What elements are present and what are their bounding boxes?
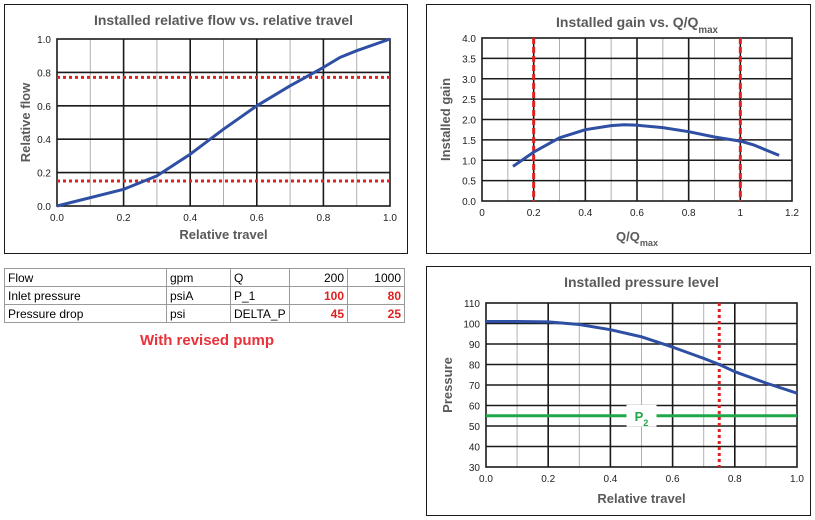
y-axis-label: Installed gain (438, 78, 453, 161)
y-tick-label: 2.5 (462, 95, 476, 106)
y-tick-label: 2.0 (462, 116, 476, 127)
table-row: Pressure drop psi DELTA_P 45 25 (4, 304, 405, 323)
x-tick-label: 0.2 (527, 208, 541, 219)
x-axis-label: Q/Qmax (616, 229, 658, 248)
y-axis-label: Relative flow (18, 82, 33, 162)
table-cell: P_1 (230, 286, 290, 305)
x-tick-label: 1.0 (790, 474, 804, 485)
y-tick-label: 50 (469, 422, 481, 433)
valve-data-table: Flow gpm Q 200 1000 Inlet pressure psiA … (4, 268, 405, 323)
table-cell: Inlet pressure (4, 286, 167, 305)
x-tick-label: 1.0 (383, 213, 397, 224)
x-tick-label: 0.0 (50, 213, 64, 224)
y-tick-label: 0.2 (37, 169, 51, 180)
x-tick-label: 0 (479, 208, 485, 219)
x-tick-label: 0.4 (578, 208, 592, 219)
table-cell: gpm (166, 268, 231, 287)
y-tick-label: 0.4 (37, 135, 51, 146)
y-tick-label: 3.0 (462, 75, 476, 86)
plot-area-frame (485, 302, 798, 468)
chart-title: Installed pressure level (564, 274, 719, 290)
y-tick-label: 0.8 (37, 68, 51, 79)
table-row: Flow gpm Q 200 1000 (4, 268, 405, 287)
x-tick-label: 1 (738, 208, 744, 219)
x-tick-label: 0.6 (666, 474, 680, 485)
x-tick-label: 0.2 (541, 474, 555, 485)
table-cell: 100 (289, 286, 348, 305)
y-tick-label: 30 (469, 463, 481, 474)
table-cell: DELTA_P (230, 304, 290, 323)
series-line (486, 320, 798, 395)
y-tick-label: 0.6 (37, 102, 51, 113)
table-row: Inlet pressure psiA P_1 100 80 (4, 286, 405, 305)
series-line (512, 123, 780, 168)
table-cell: 25 (347, 304, 405, 323)
x-tick-label: 0.4 (603, 474, 617, 485)
y-tick-label: 3.5 (462, 54, 476, 65)
relative-flow-chart: Installed relative flow vs. relative tra… (18, 12, 397, 242)
table-cell: psi (166, 304, 231, 323)
x-tick-label: 1.2 (785, 208, 799, 219)
relative-flow-chart-panel: Installed relative flow vs. relative tra… (4, 4, 408, 254)
y-tick-label: 80 (469, 361, 481, 372)
y-tick-label: 1.5 (462, 136, 476, 147)
x-tick-label: 0.8 (728, 474, 742, 485)
y-tick-label: 0.5 (462, 177, 476, 188)
y-tick-label: 100 (463, 320, 480, 331)
x-axis-label: Relative travel (179, 227, 267, 242)
x-tick-label: 0.8 (682, 208, 696, 219)
table-cell: Pressure drop (4, 304, 167, 323)
pressure-level-chart-panel: Installed pressure level 0.0 0.2 0.4 0.6 0.8 1… (426, 266, 811, 516)
x-tick-label: 0.6 (250, 213, 264, 224)
chart-title: Installed gain vs. Q/Qmax (556, 14, 719, 36)
x-tick-label: 0.2 (117, 213, 131, 224)
line-label-background (626, 404, 657, 427)
y-tick-label: 4.0 (462, 34, 476, 45)
y-tick-label: 1.0 (462, 156, 476, 167)
revised-pump-note: With revised pump (140, 332, 275, 349)
x-axis-label: Relative travel (597, 491, 685, 506)
y-tick-label: 110 (464, 299, 480, 310)
y-tick-label: 0.0 (37, 202, 51, 213)
chart-title: Installed relative flow vs. relative tra… (94, 12, 353, 28)
x-tick-label: 0.6 (630, 208, 644, 219)
plot-area-frame (481, 37, 793, 202)
x-tick-label: 0.8 (316, 213, 330, 224)
y-tick-label: 60 (469, 402, 481, 413)
series-line (56, 37, 391, 208)
pressure-level-chart: Installed pressure level 0.0 0.2 0.4 0.6 0.8 1… (440, 274, 804, 506)
x-tick-label: 0.4 (183, 213, 197, 224)
x-tick-label: 0.0 (479, 474, 493, 485)
y-tick-label: 90 (469, 340, 481, 351)
y-tick-label: 70 (469, 381, 481, 392)
y-tick-label: 1.0 (37, 35, 51, 46)
table-cell: 200 (289, 268, 348, 287)
table-cell: 1000 (347, 268, 405, 287)
y-tick-label: 0.0 (462, 197, 476, 208)
table-cell: 80 (347, 286, 405, 305)
installed-gain-chart-panel: Installed gain vs. Q/Qmax 0 0.2 0.4 0.6 0.8 1 1… (426, 4, 811, 254)
table-cell: Flow (4, 268, 167, 287)
table-cell: psiA (166, 286, 231, 305)
y-tick-label: 40 (469, 443, 481, 454)
installed-gain-chart: Installed gain vs. Q/Qmax 0 0.2 0.4 0.6 0.8 1 1… (438, 14, 799, 248)
table-cell: Q (230, 268, 290, 287)
plot-area-frame (56, 38, 391, 207)
y-axis-label: Pressure (440, 357, 455, 413)
table-cell: 45 (289, 304, 348, 323)
